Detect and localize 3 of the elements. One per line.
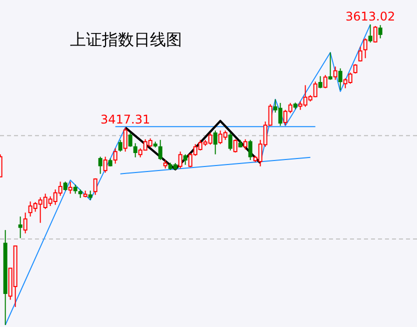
chart-title: 上证指数日线图 <box>70 30 182 49</box>
annotation: 3417.31 <box>100 112 150 127</box>
annotation: 3613.02 <box>346 10 396 24</box>
